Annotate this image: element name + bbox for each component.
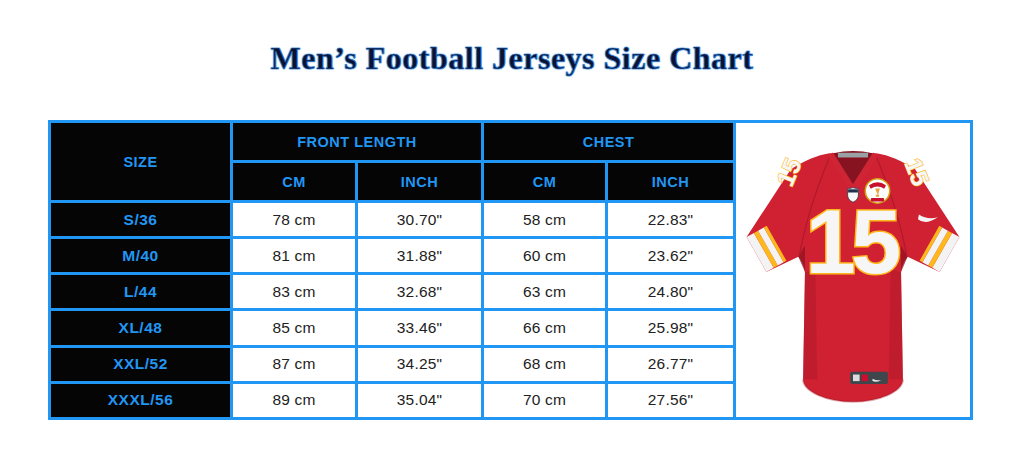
chest-inch-value: 23.62" — [607, 238, 735, 274]
front-inch-value: 34.25" — [357, 346, 483, 382]
chest-cm-value: 58 cm — [483, 202, 607, 238]
table-row: XXL/52 87 cm 34.25" 68 cm 26.77" — [50, 346, 735, 382]
front-cm-value: 78 cm — [232, 202, 357, 238]
chest-cm-value: 60 cm — [483, 238, 607, 274]
jock-tag — [850, 372, 888, 384]
size-label: XXL/52 — [50, 346, 232, 382]
front-inch-value: 32.68" — [357, 274, 483, 310]
chest-cm-header: CM — [483, 162, 607, 202]
jersey-panel: 15 15 15 — [736, 120, 973, 420]
chest-inch-value: 24.80" — [607, 274, 735, 310]
table-row: M/40 81 cm 31.88" 60 cm 23.62" — [50, 238, 735, 274]
size-column-header: SIZE — [50, 122, 232, 202]
chest-group-header: CHEST — [483, 122, 735, 162]
front-cm-value: 81 cm — [232, 238, 357, 274]
chest-inch-header: INCH — [607, 162, 735, 202]
front-inch-value: 33.46" — [357, 310, 483, 346]
chest-cm-value: 68 cm — [483, 346, 607, 382]
table-row: XXXL/56 89 cm 35.04" 70 cm 27.56" — [50, 382, 735, 418]
front-cm-value: 87 cm — [232, 346, 357, 382]
size-label: S/36 — [50, 202, 232, 238]
front-length-cm-header: CM — [232, 162, 357, 202]
front-cm-value: 89 cm — [232, 382, 357, 418]
chest-inch-value: 26.77" — [607, 346, 735, 382]
size-label: M/40 — [50, 238, 232, 274]
jersey-image: 15 15 15 — [740, 128, 966, 412]
chest-cm-value: 70 cm — [483, 382, 607, 418]
page-title: Men’s Football Jerseys Size Chart — [0, 40, 1024, 77]
chest-inch-value: 22.83" — [607, 202, 735, 238]
front-length-inch-header: INCH — [357, 162, 483, 202]
size-chart-board: SIZE FRONT LENGTH CHEST CM INCH CM INCH … — [48, 120, 973, 420]
front-cm-value: 85 cm — [232, 310, 357, 346]
front-length-group-header: FRONT LENGTH — [232, 122, 483, 162]
table-row: L/44 83 cm 32.68" 63 cm 24.80" — [50, 274, 735, 310]
size-table: SIZE FRONT LENGTH CHEST CM INCH CM INCH … — [48, 120, 736, 420]
front-inch-value: 30.70" — [357, 202, 483, 238]
table-row: XL/48 85 cm 33.46" 66 cm 25.98" — [50, 310, 735, 346]
front-inch-value: 31.88" — [357, 238, 483, 274]
chest-cm-value: 66 cm — [483, 310, 607, 346]
size-label: L/44 — [50, 274, 232, 310]
size-label: XL/48 — [50, 310, 232, 346]
chest-cm-value: 63 cm — [483, 274, 607, 310]
front-inch-value: 35.04" — [357, 382, 483, 418]
size-label: XXXL/56 — [50, 382, 232, 418]
chest-inch-value: 27.56" — [607, 382, 735, 418]
chest-number: 15 — [806, 191, 900, 292]
table-row: S/36 78 cm 30.70" 58 cm 22.83" — [50, 202, 735, 238]
chest-inch-value: 25.98" — [607, 310, 735, 346]
front-cm-value: 83 cm — [232, 274, 357, 310]
